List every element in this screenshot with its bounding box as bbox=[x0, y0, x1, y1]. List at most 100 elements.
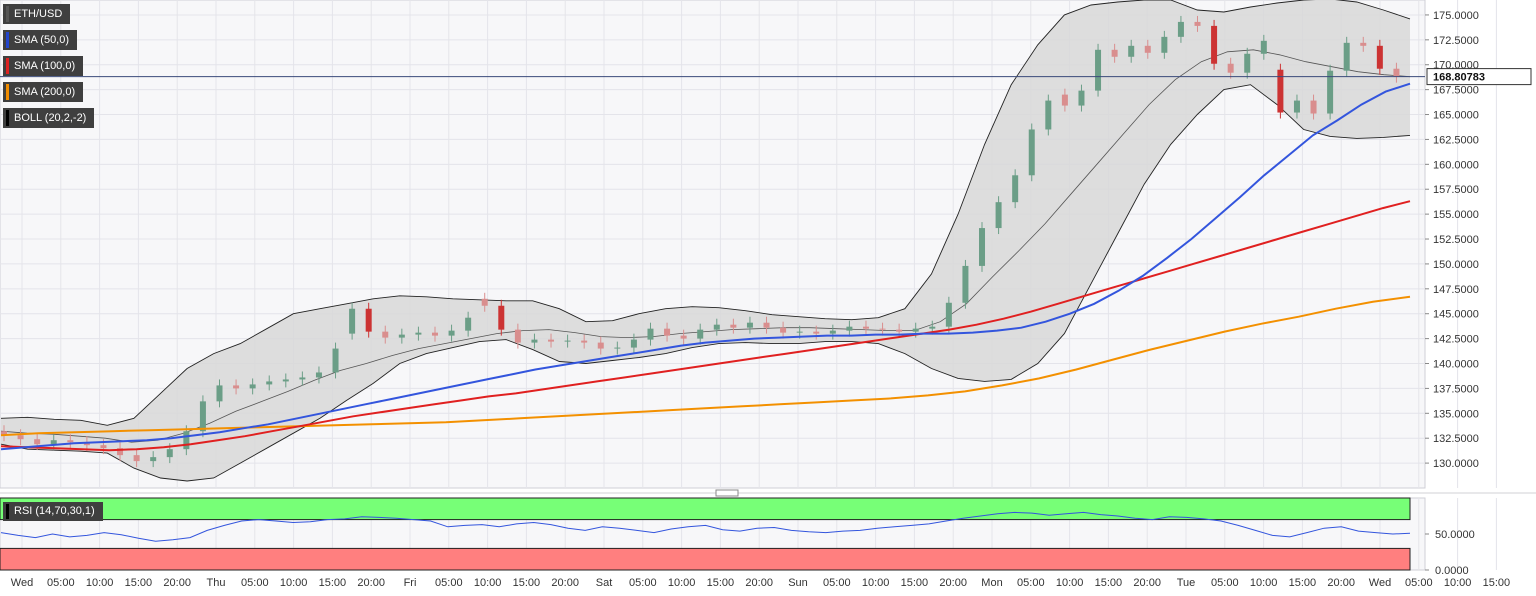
candle-body bbox=[216, 385, 223, 402]
candlesticks bbox=[1, 15, 1400, 468]
candle-body bbox=[249, 384, 256, 389]
legend-swatch bbox=[6, 32, 9, 48]
candle-body bbox=[133, 455, 140, 462]
legend-item-2[interactable]: SMA (100,0) bbox=[3, 56, 84, 76]
candle-body bbox=[1177, 21, 1184, 37]
legend-label: SMA (100,0) bbox=[14, 60, 76, 72]
pane-divider[interactable] bbox=[0, 489, 1536, 497]
rsi-swatch bbox=[6, 504, 9, 519]
time-tick-label: Wed bbox=[1369, 577, 1391, 589]
price-axis[interactable]: 175.0000172.5000170.0000167.5000165.0000… bbox=[0, 10, 1532, 470]
candle-body bbox=[332, 348, 339, 373]
price-tick-label: 135.0000 bbox=[1433, 408, 1479, 420]
time-tick-label: 20:00 bbox=[1327, 577, 1355, 589]
legend-item-3[interactable]: SMA (200,0) bbox=[3, 82, 84, 102]
price-tick-label: 152.5000 bbox=[1433, 234, 1479, 246]
price-tick-label: 162.5000 bbox=[1433, 134, 1479, 146]
legend-item-4[interactable]: BOLL (20,2,-2) bbox=[3, 108, 95, 128]
candle-body bbox=[862, 326, 869, 329]
bollinger-fill bbox=[1, 0, 1410, 481]
time-tick-label: 10:00 bbox=[1444, 577, 1472, 589]
rsi-line bbox=[0, 511, 1411, 542]
candle-body bbox=[531, 339, 538, 343]
rsi-legend-label[interactable]: RSI (14,70,30,1) bbox=[3, 502, 103, 521]
candle-body bbox=[448, 330, 455, 336]
candle-body bbox=[282, 379, 289, 382]
candle-body bbox=[1095, 49, 1102, 91]
time-tick-label: 15:00 bbox=[901, 577, 929, 589]
candle-body bbox=[813, 331, 820, 334]
time-tick-label: Wed bbox=[11, 577, 33, 589]
candle-body bbox=[1260, 40, 1267, 54]
moving-averages bbox=[0, 82, 1411, 452]
candle-body bbox=[349, 308, 356, 334]
candle-body bbox=[431, 332, 438, 336]
candle-body bbox=[846, 326, 853, 331]
rsi-pane: 50.0000 0.0000 bbox=[0, 497, 1475, 577]
legend-item-0[interactable]: ETH/USD bbox=[3, 4, 71, 24]
price-tick-label: 165.0000 bbox=[1433, 110, 1479, 122]
rsi-tick-label: 50.0000 bbox=[1435, 529, 1475, 541]
candle-body bbox=[1327, 70, 1334, 114]
candle-body bbox=[995, 202, 1002, 229]
time-tick-label: 20:00 bbox=[551, 577, 579, 589]
bollinger-upper-line bbox=[0, 0, 1411, 426]
divider-handle[interactable] bbox=[715, 489, 739, 497]
bollinger-band bbox=[0, 0, 1411, 482]
time-tick-label: Mon bbox=[981, 577, 1002, 589]
time-tick-label: 10:00 bbox=[862, 577, 890, 589]
candle-body bbox=[1211, 25, 1218, 64]
candle-body bbox=[1360, 42, 1367, 46]
time-tick-label: 10:00 bbox=[668, 577, 696, 589]
candle-body bbox=[1078, 90, 1085, 106]
candle-body bbox=[1111, 49, 1118, 57]
bollinger-middle-line bbox=[0, 49, 1411, 443]
time-tick-label: Fri bbox=[404, 577, 417, 589]
candle-body bbox=[17, 435, 24, 440]
candle-body bbox=[697, 329, 704, 339]
candle-body bbox=[1293, 100, 1300, 113]
price-tick-label: 142.5000 bbox=[1433, 334, 1479, 346]
candle-body bbox=[1376, 45, 1383, 69]
sma-50-0-line bbox=[0, 82, 1411, 451]
candle-body bbox=[50, 440, 57, 445]
candle-body bbox=[1227, 63, 1234, 73]
candle-body bbox=[713, 324, 720, 330]
candle-body bbox=[581, 340, 588, 343]
candle-body bbox=[100, 445, 107, 449]
candle-body bbox=[1194, 21, 1201, 26]
price-tick-label: 155.0000 bbox=[1433, 209, 1479, 221]
time-tick-label: 05:00 bbox=[47, 577, 75, 589]
candle-body bbox=[166, 449, 173, 458]
candle-body bbox=[514, 329, 521, 343]
time-tick-label: 05:00 bbox=[629, 577, 657, 589]
legend-item-1[interactable]: SMA (50,0) bbox=[3, 30, 78, 50]
time-tick-label: 05:00 bbox=[823, 577, 851, 589]
candle-body bbox=[614, 347, 621, 349]
price-tick-label: 147.5000 bbox=[1433, 284, 1479, 296]
candle-body bbox=[183, 431, 190, 450]
candle-body bbox=[929, 326, 936, 329]
candle-body bbox=[365, 308, 372, 332]
time-tick-label: 20:00 bbox=[1133, 577, 1161, 589]
legend-swatch bbox=[6, 84, 9, 100]
time-tick-label: 10:00 bbox=[86, 577, 114, 589]
legend-label: ETH/USD bbox=[14, 8, 63, 20]
candle-body bbox=[796, 331, 803, 333]
price-tick-label: 130.0000 bbox=[1433, 458, 1479, 470]
bollinger-lower-line bbox=[0, 84, 1411, 482]
candle-body bbox=[1144, 45, 1151, 53]
candle-body bbox=[1061, 94, 1068, 106]
time-tick-label: 20:00 bbox=[745, 577, 773, 589]
candle-body bbox=[979, 228, 986, 266]
legend-label: SMA (200,0) bbox=[14, 86, 76, 98]
time-tick-label: 15:00 bbox=[513, 577, 541, 589]
time-tick-label: Sun bbox=[788, 577, 808, 589]
candle-body bbox=[481, 298, 488, 306]
candle-body bbox=[630, 339, 637, 348]
time-tick-label: 05:00 bbox=[1405, 577, 1433, 589]
time-axis[interactable]: Wed 05:00 10:00 15:00 20:00 Thu 05:00 10:00 15:0… bbox=[11, 577, 1510, 589]
candle-body bbox=[398, 334, 405, 338]
candle-body bbox=[382, 331, 389, 338]
price-tick-label: 167.5000 bbox=[1433, 85, 1479, 97]
